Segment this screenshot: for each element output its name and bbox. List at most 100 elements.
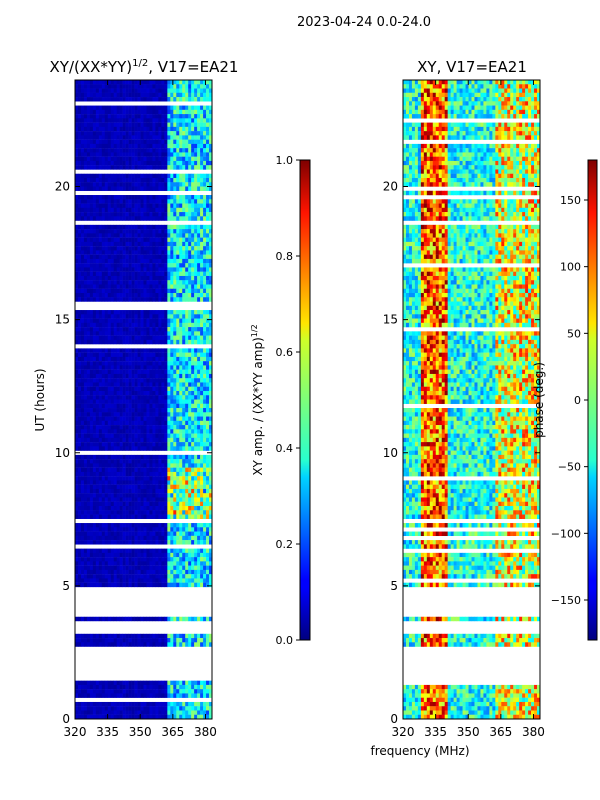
- heatmap-cell: [203, 177, 207, 183]
- heatmap-cell: [104, 148, 109, 153]
- heatmap-cell: [95, 131, 100, 136]
- heatmap-cell: [146, 459, 150, 464]
- heatmap-cell: [194, 373, 198, 379]
- heatmap-cell: [77, 109, 82, 115]
- heatmap-cell: [77, 182, 82, 187]
- heatmap-cell: [182, 267, 186, 272]
- heatmap-cell: [158, 267, 162, 272]
- heatmap-cell: [182, 569, 186, 575]
- heatmap-cell: [83, 442, 88, 447]
- heatmap-cell: [131, 143, 135, 149]
- heatmap-cell: [176, 258, 180, 264]
- heatmap-cell: [98, 143, 103, 149]
- heatmap-cell: [188, 369, 192, 375]
- heatmap-cell: [107, 237, 112, 243]
- heatmap-cell: [92, 318, 97, 324]
- heatmap-cell: [119, 258, 123, 264]
- heatmap-cell: [209, 335, 213, 341]
- heatmap-cell: [206, 442, 210, 447]
- heatmap-cell: [164, 156, 168, 162]
- heatmap-cell: [164, 523, 168, 528]
- heatmap-cell: [182, 412, 186, 417]
- heatmap-cell: [173, 497, 177, 502]
- heatmap-cell: [188, 527, 192, 532]
- heatmap-cell: [146, 105, 150, 111]
- heatmap-cell: [155, 335, 159, 341]
- heatmap-cell: [122, 122, 126, 128]
- heatmap-cell: [206, 97, 210, 102]
- heatmap-cell: [155, 373, 159, 379]
- heatmap-cell: [83, 501, 88, 507]
- heatmap-cell: [164, 182, 168, 187]
- heatmap-cell: [149, 80, 153, 85]
- heatmap-cell: [86, 122, 91, 128]
- heatmap-cell: [131, 216, 135, 221]
- heatmap-cell: [122, 403, 126, 409]
- heatmap-cell: [164, 416, 168, 421]
- heatmap-cell: [164, 135, 168, 140]
- heatmap-cell: [137, 177, 141, 183]
- heatmap-cell: [155, 135, 159, 140]
- heatmap-cell: [200, 97, 204, 102]
- heatmap-cell: [191, 523, 195, 528]
- heatmap-cell: [170, 493, 174, 498]
- heatmap-cell: [75, 501, 79, 507]
- heatmap-cell: [161, 139, 165, 145]
- heatmap-cell: [86, 275, 91, 281]
- heatmap-cell: [182, 105, 186, 111]
- heatmap-cell: [167, 173, 171, 179]
- heatmap-cell: [113, 148, 117, 153]
- heatmap-cell: [155, 284, 159, 289]
- heatmap-cell: [107, 476, 112, 481]
- heatmap-cell: [158, 263, 162, 268]
- heatmap-cell: [191, 105, 195, 111]
- heatmap-cell: [188, 574, 192, 579]
- heatmap-cell: [194, 535, 198, 541]
- heatmap-cell: [116, 339, 120, 345]
- heatmap-cell: [77, 442, 82, 447]
- heatmap-cell: [185, 327, 189, 332]
- heatmap-cell: [116, 229, 120, 234]
- heatmap-cell: [161, 348, 165, 353]
- heatmap-cell: [119, 267, 123, 272]
- heatmap-cell: [149, 412, 153, 417]
- heatmap-cell: [140, 454, 144, 460]
- heatmap-cell: [155, 416, 159, 421]
- heatmap-cell: [86, 284, 91, 289]
- heatmap-cell: [146, 395, 150, 400]
- heatmap-cell: [131, 195, 135, 200]
- heatmap-cell: [152, 369, 156, 375]
- heatmap-cell: [164, 429, 168, 434]
- heatmap-cell: [89, 437, 94, 443]
- heatmap-cell: [95, 135, 100, 140]
- heatmap-cell: [203, 484, 207, 490]
- heatmap-cell: [104, 540, 109, 545]
- heatmap-cell: [143, 463, 147, 468]
- heatmap-cell: [185, 80, 189, 85]
- heatmap-cell: [140, 467, 144, 473]
- heatmap-cell: [185, 488, 189, 494]
- heatmap-cell: [80, 548, 85, 554]
- heatmap-cell: [116, 506, 120, 511]
- heatmap-cell: [95, 437, 100, 443]
- heatmap-cell: [167, 463, 171, 468]
- heatmap-cell: [77, 92, 82, 98]
- heatmap-cell: [80, 152, 85, 157]
- heatmap-cell: [128, 356, 132, 362]
- heatmap-cell: [158, 378, 162, 383]
- heatmap-cell: [167, 297, 171, 302]
- heatmap-cell: [182, 408, 186, 413]
- heatmap-cell: [134, 314, 138, 319]
- heatmap-cell: [140, 429, 144, 434]
- heatmap-cell: [101, 280, 106, 285]
- heatmap-cell: [101, 284, 106, 289]
- heatmap-cell: [122, 114, 126, 119]
- heatmap-cell: [77, 565, 82, 571]
- heatmap-cell: [176, 182, 180, 187]
- heatmap-cell: [98, 471, 103, 477]
- heatmap-cell: [131, 365, 135, 370]
- heatmap-cell: [191, 267, 195, 272]
- heatmap-cell: [143, 476, 147, 481]
- heatmap-cell: [185, 480, 189, 485]
- heatmap-cell: [95, 297, 100, 302]
